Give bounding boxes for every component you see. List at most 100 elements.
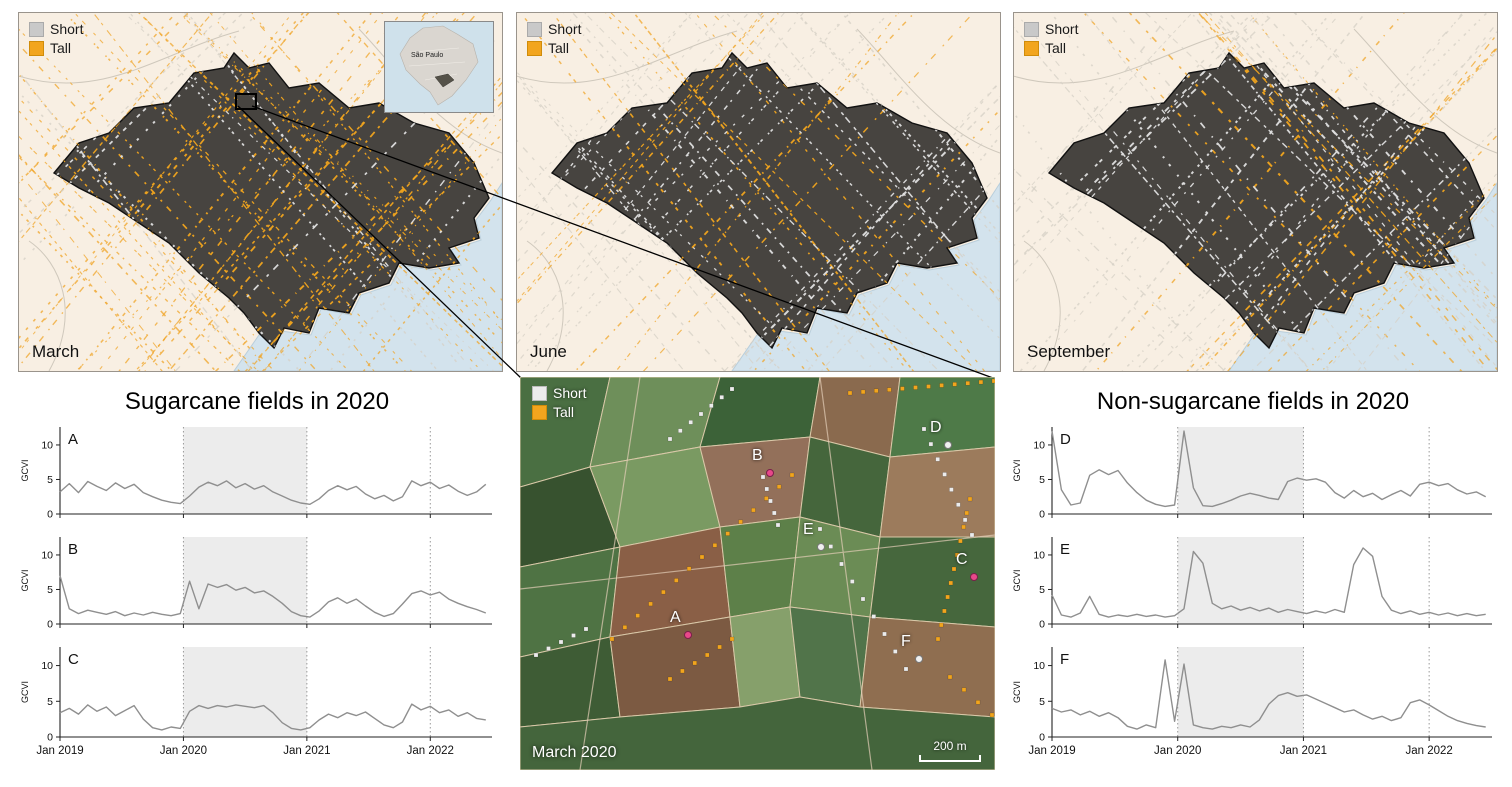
svg-text:0: 0	[47, 509, 53, 521]
tall-swatch-icon	[1024, 40, 1039, 56]
map-month-label-march: March	[32, 342, 80, 361]
svg-text:0: 0	[1039, 732, 1045, 744]
legend-row-tall: Tall	[532, 404, 586, 420]
marker-C-dot-icon	[970, 573, 978, 581]
map-legend-march: Short Tall	[29, 21, 83, 59]
svg-text:0: 0	[47, 732, 53, 744]
legend-short-label: Short	[1045, 21, 1079, 37]
svg-text:Jan 2022: Jan 2022	[1405, 745, 1452, 757]
scale-bar-line	[919, 755, 981, 762]
legend-tall-label: Tall	[548, 40, 570, 56]
marker-C-label: C	[956, 551, 968, 568]
svg-text:GCVI: GCVI	[1012, 569, 1022, 591]
tall-swatch-icon	[29, 40, 44, 56]
tall-swatch-icon	[527, 40, 542, 56]
brazil-inset-svg	[385, 22, 493, 112]
svg-text:Jan 2020: Jan 2020	[1154, 745, 1201, 757]
map-panel-march: Short Tall São Paulo March	[18, 12, 503, 372]
short-swatch-icon	[29, 21, 44, 37]
svg-text:10: 10	[41, 439, 53, 451]
svg-text:10: 10	[41, 549, 53, 561]
short-swatch-icon	[1024, 21, 1039, 37]
legend-tall-label: Tall	[553, 404, 575, 420]
marker-E-dot-icon	[817, 543, 825, 551]
inset-sao-paulo-label: São Paulo	[411, 52, 444, 59]
gcvi-chart-A: 0 5 10 GCVI A	[14, 422, 500, 520]
marker-A-dot-icon	[684, 631, 692, 639]
short-swatch-icon	[532, 385, 547, 401]
satellite-date-label: March 2020	[532, 744, 617, 761]
svg-text:5: 5	[1039, 696, 1045, 708]
marker-F-dot-icon	[915, 655, 923, 663]
marker-E-label: E	[803, 521, 814, 538]
gcvi-chart-E: 0 5 10 GCVI E	[1006, 532, 1500, 630]
gcvi-chart-C: 0 5 10 Jan 2019 Jan 2020 Jan 2021 Jan 2022 GCVI…	[14, 642, 500, 764]
svg-text:10: 10	[1033, 549, 1045, 561]
legend-row-short: Short	[1024, 21, 1078, 37]
map-panel-june: Short Tall June	[516, 12, 1001, 372]
scale-bar-label: 200 m	[933, 739, 967, 753]
svg-text:E: E	[1060, 541, 1070, 558]
legend-short-label: Short	[553, 385, 587, 401]
svg-text:F: F	[1060, 651, 1069, 668]
svg-text:Jan 2019: Jan 2019	[1028, 745, 1075, 757]
svg-text:B: B	[68, 541, 78, 558]
map-panel-september: Short Tall September	[1013, 12, 1498, 372]
svg-text:GCVI: GCVI	[20, 569, 30, 591]
svg-text:GCVI: GCVI	[1012, 681, 1022, 703]
legend-short-label: Short	[50, 21, 84, 37]
map-month-label-september: September	[1027, 342, 1111, 361]
sugarcane-panel-title: Sugarcane fields in 2020	[124, 388, 390, 415]
legend-short-label: Short	[548, 21, 582, 37]
brazil-inset-map: São Paulo	[384, 21, 494, 113]
svg-text:0: 0	[1039, 509, 1045, 521]
marker-D-dot-icon	[944, 441, 952, 449]
sugarcane-charts-block: Sugarcane fields in 2020 0 5 10 GCVI A 0 5 10 G…	[14, 386, 500, 764]
gcvi-chart-B: 0 5 10 GCVI B	[14, 532, 500, 630]
svg-text:C: C	[68, 651, 79, 668]
non-sugarcane-charts-block: Non-sugarcane fields in 2020 0 5 10 GCVI D 0…	[1006, 386, 1500, 764]
legend-row-tall: Tall	[29, 40, 83, 56]
svg-text:10: 10	[1033, 439, 1045, 451]
zoom-extent-box	[235, 93, 257, 110]
legend-tall-label: Tall	[1045, 40, 1067, 56]
scale-bar: 200 m	[919, 739, 981, 762]
svg-text:GCVI: GCVI	[20, 681, 30, 703]
map-june-svg	[517, 13, 1000, 371]
marker-B-label: B	[752, 447, 763, 464]
svg-text:Jan 2020: Jan 2020	[160, 745, 207, 757]
svg-text:5: 5	[47, 696, 53, 708]
marker-F-label: F	[901, 633, 911, 650]
svg-text:5: 5	[1039, 474, 1045, 486]
satellite-fields-svg	[520, 377, 995, 770]
satellite-legend: Short Tall	[532, 385, 586, 423]
marker-B-dot-icon	[766, 469, 774, 477]
svg-text:D: D	[1060, 431, 1071, 448]
svg-text:A: A	[68, 431, 78, 448]
svg-text:Jan 2019: Jan 2019	[36, 745, 83, 757]
marker-A-label: A	[670, 609, 681, 626]
svg-text:10: 10	[41, 660, 53, 672]
svg-text:5: 5	[47, 474, 53, 486]
svg-text:GCVI: GCVI	[1012, 459, 1022, 481]
svg-text:0: 0	[1039, 619, 1045, 631]
tall-swatch-icon	[532, 404, 547, 420]
gcvi-chart-D: 0 5 10 GCVI D	[1006, 422, 1500, 520]
svg-text:GCVI: GCVI	[20, 459, 30, 481]
legend-row-tall: Tall	[1024, 40, 1078, 56]
svg-text:5: 5	[47, 584, 53, 596]
svg-text:10: 10	[1033, 660, 1045, 672]
non-sugarcane-panel-title: Non-sugarcane fields in 2020	[1096, 388, 1410, 415]
legend-row-short: Short	[29, 21, 83, 37]
svg-text:0: 0	[47, 619, 53, 631]
gcvi-chart-F: 0 5 10 Jan 2019 Jan 2020 Jan 2021 Jan 2022 GCVI…	[1006, 642, 1500, 764]
map-legend-june: Short Tall	[527, 21, 581, 59]
map-legend-september: Short Tall	[1024, 21, 1078, 59]
legend-row-tall: Tall	[527, 40, 581, 56]
satellite-image-panel: Short Tall A B C D E F	[520, 377, 995, 770]
marker-D-label: D	[930, 419, 942, 436]
legend-row-short: Short	[532, 385, 586, 401]
svg-text:Jan 2022: Jan 2022	[407, 745, 454, 757]
legend-row-short: Short	[527, 21, 581, 37]
